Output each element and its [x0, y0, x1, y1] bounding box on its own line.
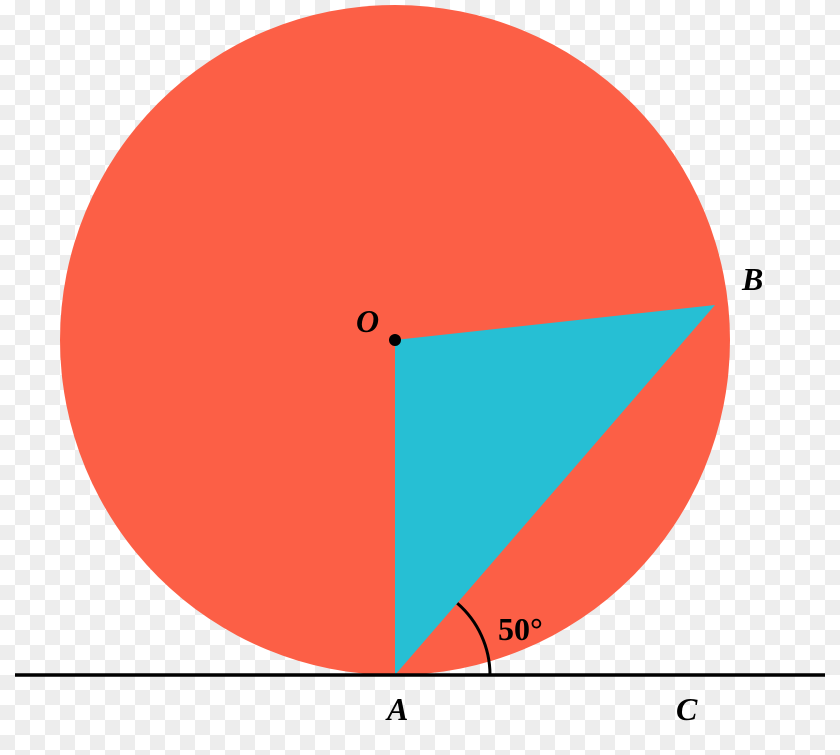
- label-A: A: [385, 691, 408, 727]
- geometry-svg: O B A C 50°: [0, 0, 840, 755]
- label-O: O: [356, 303, 379, 339]
- center-dot: [389, 334, 401, 346]
- label-B: B: [741, 261, 763, 297]
- diagram-stage: O B A C 50°: [0, 0, 840, 755]
- label-C: C: [676, 691, 698, 727]
- label-angle: 50°: [498, 611, 543, 647]
